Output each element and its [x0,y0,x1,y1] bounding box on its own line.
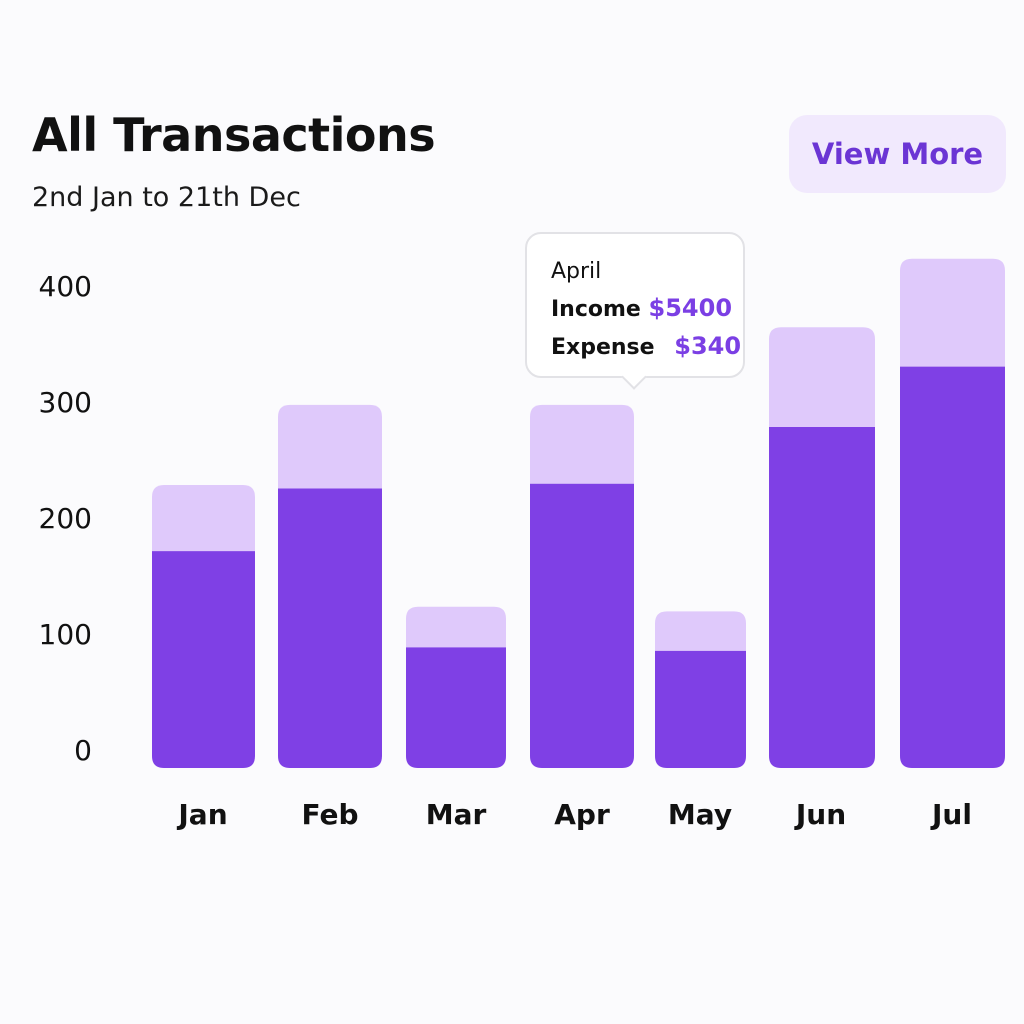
x-tick-label: May [667,798,733,831]
bar-segment-lower[interactable] [406,647,506,768]
date-range-subtitle: 2nd Jan to 21th Dec [32,182,301,213]
bar-segment-upper[interactable] [406,606,506,648]
tooltip-month: April [551,259,602,284]
x-tick-label: Jul [932,798,972,831]
bar-segment-upper[interactable] [530,404,634,484]
bar-segment-lower[interactable] [530,483,634,768]
bar-segment-lower[interactable] [900,366,1005,768]
x-tick-label: Mar [425,798,487,831]
y-tick-label: 300 [38,386,92,419]
bar-segment-lower[interactable] [278,488,382,768]
y-tick-label: 400 [38,270,92,303]
y-tick-label: 100 [38,618,92,651]
bar-segment-upper[interactable] [152,484,255,552]
bar-segment-lower[interactable] [152,551,255,768]
tooltip-expense-value: $340 [674,332,742,360]
tooltip-income-label: Income [551,297,641,322]
y-tick-label: 200 [38,502,92,535]
bar-segment-upper[interactable] [900,258,1005,367]
view-more-button[interactable]: View More [789,115,1006,193]
x-tick-label: Apr [554,798,610,831]
bar-segment-upper[interactable] [278,404,382,489]
bar-segment-upper[interactable] [655,611,746,651]
bar-segment-lower[interactable] [769,426,875,768]
tooltip-income-row: Income $5400 [551,290,743,328]
chart-title: All Transactions [32,108,436,162]
x-tick-label: Feb [301,798,359,831]
x-tick-label: Jun [795,798,847,831]
tooltip-expense-row: Expense $340 [551,328,743,366]
bar-segment-lower[interactable] [655,650,746,768]
x-tick-label: Jan [178,798,228,831]
bar-segment-upper[interactable] [769,327,875,427]
tooltip-expense-label: Expense [551,335,655,360]
y-tick-label: 0 [74,734,92,767]
tooltip-income-value: $5400 [648,294,733,322]
bar-tooltip: April Income $5400 Expense $340 [525,232,745,378]
